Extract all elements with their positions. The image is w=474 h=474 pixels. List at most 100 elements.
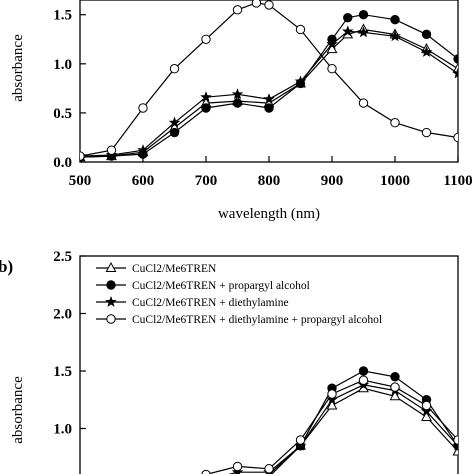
data-point [200, 91, 212, 103]
data-point [263, 93, 275, 105]
series-line [80, 2, 458, 157]
x-tick-label: 700 [195, 173, 218, 189]
y-tick-label: 0.0 [53, 155, 72, 171]
data-point [106, 145, 117, 155]
data-point [421, 29, 432, 40]
x-tick-label: 800 [258, 173, 281, 189]
panel-a-chart: 0.0 0.5 1.0 1.5 500 600 700 800 900 1000 1100 wave… [10, 0, 473, 222]
data-point [326, 38, 338, 50]
data-point [169, 64, 180, 74]
y-tick-label: 2.5 [53, 249, 72, 265]
data-point [251, 0, 262, 8]
data-point [390, 14, 400, 25]
data-point [421, 127, 432, 138]
data-point [453, 435, 458, 445]
data-point [201, 103, 211, 113]
data-point [264, 103, 274, 113]
data-point [357, 26, 370, 38]
data-point [452, 439, 458, 451]
series-4 [80, 0, 458, 161]
legend-entry: CuCl2/Me6TREN + diethylamine + propargyl… [96, 314, 382, 326]
y-tick-label: 1.0 [53, 57, 72, 73]
series-line [80, 14, 458, 158]
data-point [389, 390, 401, 401]
data-point [232, 98, 243, 108]
data-point [201, 469, 211, 474]
data-point [452, 62, 458, 73]
y-tick-label: 2.0 [53, 307, 72, 323]
legend-label: CuCl2/Me6TREN + diethylamine [132, 297, 289, 309]
data-point [327, 64, 337, 74]
panel-a-axis-ticks: 0.0 0.5 1.0 1.5 500 600 700 800 900 1000 1100 [53, 8, 472, 189]
data-point [341, 25, 354, 37]
data-point [138, 103, 148, 113]
data-point [358, 10, 369, 20]
series-4 [201, 375, 458, 474]
legend-entry: CuCl2/Me6TREN + propargyl alcohol [96, 280, 310, 292]
x-tick-label: 1100 [443, 173, 472, 189]
data-point [169, 127, 180, 138]
panel-b-series-group [201, 366, 458, 474]
legend-marker [106, 280, 116, 290]
data-point [137, 144, 149, 156]
data-point [232, 461, 243, 472]
legend-marker [105, 261, 117, 272]
data-point [358, 366, 369, 376]
y-tick-label: 1.5 [53, 8, 72, 24]
data-point [264, 0, 274, 10]
series-1 [80, 23, 458, 162]
panel-a-y-axis-label: absorbance [10, 34, 26, 102]
data-point [327, 389, 337, 399]
data-point [80, 151, 85, 161]
data-point [390, 372, 400, 382]
legend-label: CuCl2/Me6TREN [132, 263, 217, 275]
legend-marker [106, 314, 116, 324]
data-point [326, 393, 338, 405]
data-point [326, 43, 338, 54]
data-point [452, 67, 458, 79]
x-tick-label: 1000 [380, 173, 410, 189]
legend-label: CuCl2/Me6TREN + propargyl alcohol [132, 280, 310, 292]
x-tick-label: 500 [69, 173, 92, 189]
series-3 [80, 25, 458, 162]
data-point [294, 75, 307, 87]
data-point [343, 12, 353, 23]
panel-b-y-axis-label: absorbance [10, 376, 26, 444]
series-line [80, 30, 458, 157]
data-point [264, 464, 274, 474]
legend-label: CuCl2/Me6TREN + diethylamine + propargyl… [132, 314, 382, 326]
panel-a-series-group [80, 0, 458, 162]
x-tick-label: 900 [321, 173, 344, 189]
data-point [421, 410, 432, 421]
series-line [80, 28, 458, 158]
data-point [358, 98, 369, 108]
series-2 [80, 10, 458, 162]
data-point [295, 24, 306, 35]
data-point [231, 88, 244, 100]
data-point [295, 435, 306, 445]
y-tick-label: 1.5 [53, 364, 72, 380]
x-tick-label: 600 [132, 173, 155, 189]
data-point [326, 399, 338, 410]
legend-marker [105, 295, 117, 307]
data-point [390, 382, 400, 392]
panel-b-chart: b) 1.0 1.5 2.0 2.5 absorbance CuCl2/Me6TREN… [0, 249, 459, 474]
panel-a-plot-frame [79, 0, 459, 163]
data-point [389, 30, 401, 42]
data-point [232, 5, 243, 15]
panel-a-x-axis-label: wavelength (nm) [218, 206, 320, 222]
panel-b-legend: CuCl2/Me6TREN CuCl2/Me6TREN + propargyl a… [96, 261, 382, 326]
data-point [390, 118, 400, 128]
y-tick-label: 1.0 [53, 422, 72, 438]
panel-b-axis-ticks: 1.0 1.5 2.0 2.5 [53, 249, 86, 438]
data-point [201, 34, 211, 44]
data-point [421, 400, 432, 411]
data-point [453, 132, 458, 143]
y-tick-label: 0.5 [53, 106, 72, 122]
data-point [168, 116, 181, 128]
panel-b-label: b) [0, 257, 13, 276]
legend-entry: CuCl2/Me6TREN [96, 261, 217, 275]
data-point [358, 375, 369, 385]
data-point [453, 54, 458, 64]
